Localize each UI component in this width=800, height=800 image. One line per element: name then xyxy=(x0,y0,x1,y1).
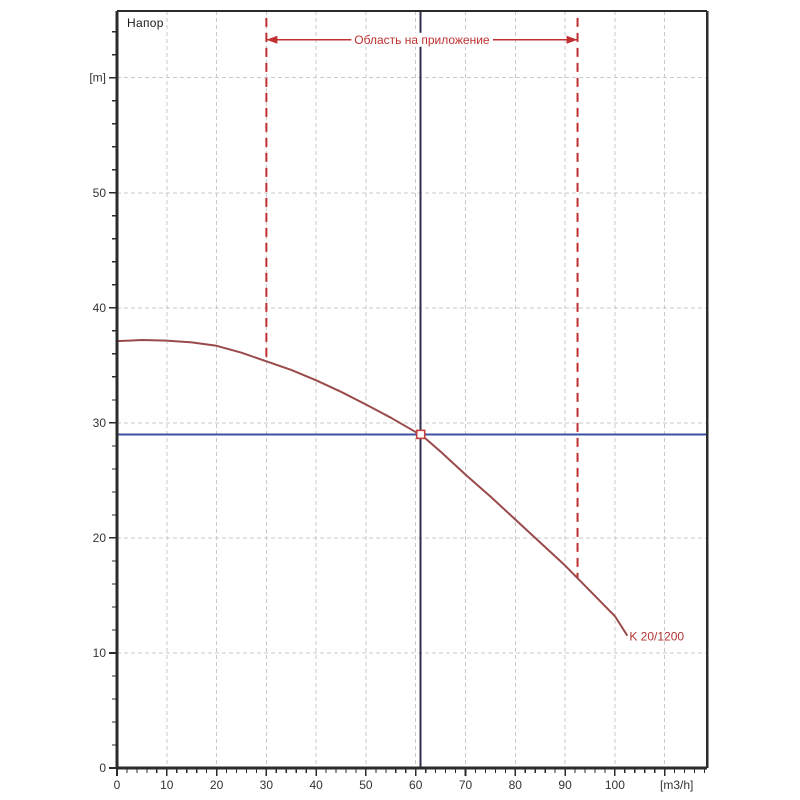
application-range: Область на приложение xyxy=(265,17,579,579)
grid-lines xyxy=(117,11,707,768)
x-tick-label: 50 xyxy=(359,778,373,792)
curve-label: K 20/1200 xyxy=(629,629,684,643)
x-tick-label: 10 xyxy=(160,778,174,792)
x-tick-label: 70 xyxy=(459,778,473,792)
y-tick-label: 40 xyxy=(93,301,107,315)
y-tick-label: 10 xyxy=(93,646,107,660)
x-tick-label: 100 xyxy=(605,778,625,792)
left-arrowhead-icon xyxy=(266,35,278,44)
operating-point-marker xyxy=(415,429,426,440)
x-tick-label: 90 xyxy=(558,778,572,792)
y-tick-label: 30 xyxy=(93,416,107,430)
x-tick-label: 30 xyxy=(260,778,274,792)
y-tick-label: 0 xyxy=(99,761,106,775)
chart-title: Напор xyxy=(127,16,164,30)
x-tick-label: [m3/h] xyxy=(660,778,693,792)
x-tick-label: 60 xyxy=(409,778,423,792)
pump-curve xyxy=(116,339,629,637)
x-tick-label: 0 xyxy=(114,778,121,792)
application-range-label-background xyxy=(351,32,493,47)
y-tick-label: 20 xyxy=(93,531,107,545)
tick-marks xyxy=(109,31,706,776)
application-range-label: Область на приложение xyxy=(354,33,490,47)
y-tick-label: 50 xyxy=(93,186,107,200)
x-tick-label: 80 xyxy=(509,778,523,792)
y-tick-label: [m] xyxy=(89,71,106,85)
axes xyxy=(115,10,709,770)
right-arrowhead-icon xyxy=(566,35,578,44)
x-tick-label: 40 xyxy=(309,778,323,792)
x-tick-label: 20 xyxy=(210,778,224,792)
